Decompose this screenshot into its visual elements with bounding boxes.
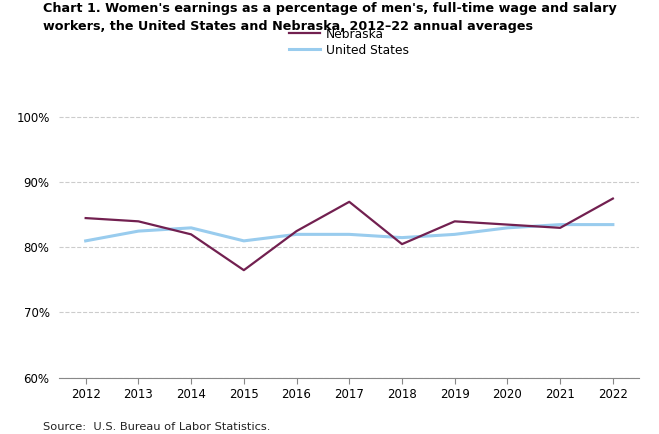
Legend: Nebraska, United States: Nebraska, United States bbox=[285, 23, 414, 62]
Text: workers, the United States and Nebraska, 2012–22 annual averages: workers, the United States and Nebraska,… bbox=[43, 20, 533, 33]
Text: Chart 1. Women's earnings as a percentage of men's, full-time wage and salary: Chart 1. Women's earnings as a percentag… bbox=[43, 2, 617, 15]
Text: Source:  U.S. Bureau of Labor Statistics.: Source: U.S. Bureau of Labor Statistics. bbox=[43, 422, 270, 432]
